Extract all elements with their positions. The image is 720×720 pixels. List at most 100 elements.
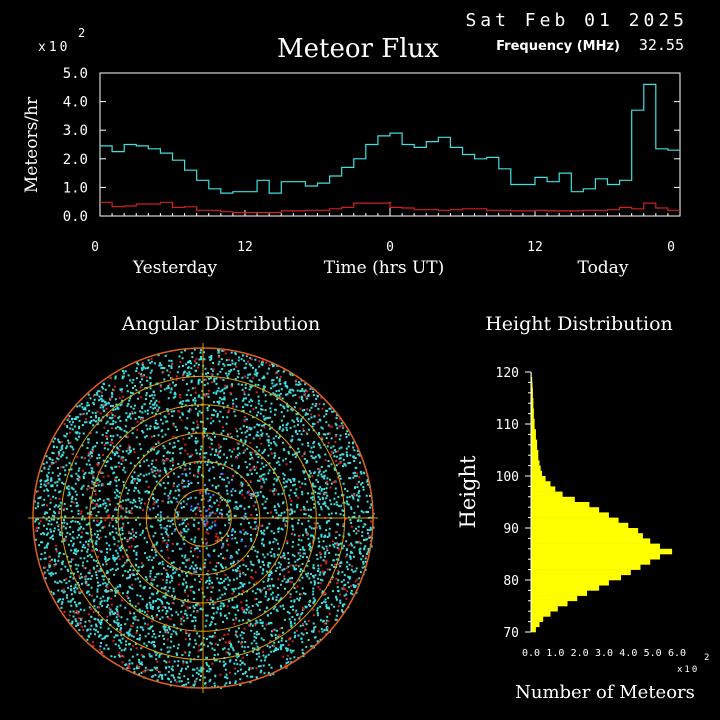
height-x-tick-label: 3.0	[595, 648, 613, 659]
period-label-today: Today	[578, 258, 629, 278]
height-bar	[531, 476, 546, 482]
height-bar	[531, 382, 533, 388]
height-bars	[531, 372, 673, 633]
height-bar	[531, 450, 539, 456]
height-bar	[531, 481, 551, 487]
flux-x-tick-label: 0	[91, 240, 99, 255]
height-bar	[531, 616, 544, 622]
flux-panel: 0.0 1.0 2.0 3.0 4.0 5.0 0 12 0 12 0 Meteors/hr Ti…	[22, 66, 681, 278]
height-x-axis-title: Number of Meteors	[515, 682, 695, 703]
flux-x-tick-label: 12	[527, 240, 543, 255]
height-bar	[531, 554, 660, 560]
height-bar	[531, 600, 568, 607]
height-bar	[531, 439, 538, 446]
height-x-tick-label: 1.0	[546, 648, 564, 659]
flux-x-tick-label: 12	[237, 240, 253, 255]
height-bar	[531, 543, 660, 550]
height-bar	[531, 491, 563, 498]
height-bar	[531, 533, 643, 539]
flux-y-tick-label: 1.0	[63, 180, 88, 196]
height-bar	[531, 502, 590, 508]
height-y-tick-label: 90	[503, 522, 519, 537]
angular-panel: Angular Distribution	[28, 313, 378, 693]
flux-series	[100, 83, 680, 214]
height-bar	[531, 413, 534, 420]
height-bar	[531, 569, 631, 576]
height-y-tick-label: 80	[503, 574, 519, 589]
flux-y-axis-title: Meteors/hr	[22, 96, 42, 193]
height-bar	[531, 621, 540, 628]
height-bar	[531, 403, 534, 409]
flux-y-tick-label: 4.0	[63, 95, 88, 111]
height-bar	[531, 522, 629, 529]
height-x-tick-label: 5.0	[644, 648, 662, 659]
height-bar	[531, 626, 536, 633]
height-bar	[531, 595, 578, 602]
height-bar	[531, 434, 536, 440]
height-x-tick-label: 4.0	[619, 648, 637, 659]
height-bar	[531, 444, 538, 451]
angular-polar-grid	[28, 343, 378, 693]
period-label-yesterday: Yesterday	[132, 258, 218, 278]
height-bar	[531, 377, 533, 383]
height-panel: Height Distribution 70 80 90 100 110 120 0.0 1…	[456, 313, 709, 703]
height-bar	[531, 590, 587, 596]
flux-plot-frame	[99, 72, 681, 217]
height-bar	[531, 392, 533, 399]
height-bar	[531, 429, 536, 435]
height-bar	[531, 507, 600, 513]
angular-title: Angular Distribution	[121, 313, 321, 335]
height-bar	[531, 559, 651, 565]
height-x-tick-label: 2.0	[571, 648, 589, 659]
flux-multiplier-exponent: 2	[78, 26, 85, 40]
height-bar	[531, 387, 533, 394]
flux-x-tick-label: 0	[667, 240, 675, 255]
height-bar	[531, 564, 641, 570]
height-bar	[531, 512, 609, 518]
height-bar	[531, 465, 541, 472]
height-y-axis-title: Height	[456, 455, 480, 528]
flux-series-underdense-line	[100, 201, 680, 214]
flux-x-axis-title: Time (hrs UT)	[324, 258, 445, 278]
date-label: Sat Feb 01 2025	[465, 10, 688, 31]
height-bar	[531, 580, 609, 586]
height-bar	[531, 528, 639, 534]
height-bar	[531, 398, 534, 404]
height-x-axis: 0.0 1.0 2.0 3.0 4.0 5.0 6.0	[522, 648, 686, 659]
height-x-tick-label: 6.0	[668, 648, 686, 659]
flux-y-tick-label: 0.0	[63, 209, 88, 225]
height-bar	[531, 548, 673, 555]
height-y-tick-label: 120	[496, 366, 519, 381]
flux-y-tick-label: 3.0	[63, 123, 88, 139]
height-bar	[531, 611, 551, 617]
height-bar	[531, 418, 535, 425]
flux-multiplier: x10	[38, 40, 70, 55]
flux-x-tick-label: 0	[386, 240, 394, 255]
height-bar	[531, 574, 621, 581]
height-bar	[531, 408, 534, 414]
flux-y-tick-label: 5.0	[63, 66, 88, 82]
height-bar	[531, 496, 575, 503]
height-bar	[531, 424, 535, 430]
height-bar	[531, 585, 600, 591]
height-bar	[531, 460, 540, 466]
height-bar	[531, 455, 539, 461]
height-bar	[531, 486, 556, 492]
height-bar	[531, 470, 542, 477]
height-y-axis: 70 80 90 100 110 120	[496, 366, 531, 641]
height-bar	[531, 606, 558, 612]
height-y-tick-label: 70	[503, 626, 519, 641]
flux-y-axis: 0.0 1.0 2.0 3.0 4.0 5.0	[63, 66, 680, 225]
height-x-multiplier-exponent: 2	[704, 653, 709, 663]
height-x-tick-label: 0.0	[522, 648, 540, 659]
flux-y-tick-label: 2.0	[63, 152, 88, 168]
chart-title: Meteor Flux	[277, 34, 439, 64]
height-bar	[531, 517, 619, 524]
flux-series-total-line	[100, 83, 680, 194]
height-bar	[531, 538, 651, 544]
height-x-multiplier: x10	[677, 665, 699, 675]
height-title: Height Distribution	[485, 313, 673, 335]
height-y-tick-label: 110	[496, 418, 519, 433]
frequency-label: Frequency (MHz)	[496, 39, 620, 54]
